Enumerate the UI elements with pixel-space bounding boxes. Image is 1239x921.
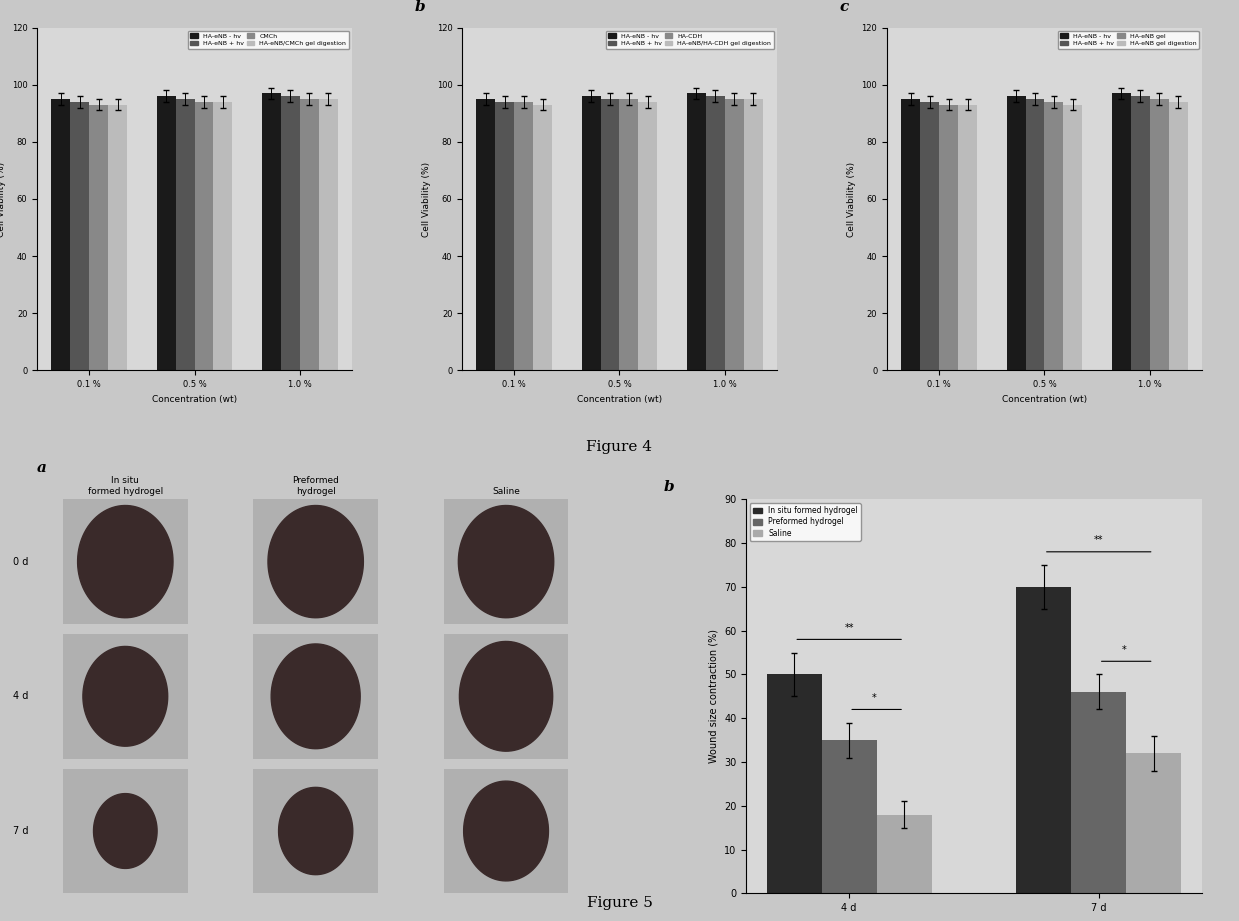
Legend: HA-eNB - hv, HA-eNB + hv, HA-CDH, HA-eNB/HA-CDH gel digestion: HA-eNB - hv, HA-eNB + hv, HA-CDH, HA-eNB… bbox=[606, 30, 774, 49]
Title: Saline: Saline bbox=[492, 486, 520, 495]
Bar bbox=[52, 99, 71, 370]
Bar bbox=[71, 102, 89, 370]
Bar bbox=[318, 99, 338, 370]
Y-axis label: Cell Viability (%): Cell Viability (%) bbox=[847, 161, 856, 237]
Polygon shape bbox=[460, 641, 553, 752]
Bar bbox=[725, 99, 743, 370]
Polygon shape bbox=[458, 506, 554, 618]
Bar bbox=[477, 99, 496, 370]
Title: Preformed
hydrogel: Preformed hydrogel bbox=[292, 476, 339, 495]
X-axis label: Concentration (wt): Concentration (wt) bbox=[152, 394, 237, 403]
Bar bbox=[743, 99, 762, 370]
Polygon shape bbox=[78, 506, 173, 618]
Bar bbox=[1063, 105, 1083, 370]
Bar bbox=[901, 99, 921, 370]
Polygon shape bbox=[83, 647, 167, 746]
Bar bbox=[767, 674, 821, 893]
Polygon shape bbox=[93, 794, 157, 869]
Bar bbox=[533, 105, 553, 370]
Text: Figure 4: Figure 4 bbox=[586, 439, 653, 454]
Bar bbox=[706, 96, 725, 370]
Bar bbox=[195, 102, 213, 370]
Y-axis label: 7 d: 7 d bbox=[12, 826, 28, 836]
Bar bbox=[1026, 99, 1044, 370]
Bar bbox=[1131, 96, 1150, 370]
Legend: In situ formed hydrogel, Preformed hydrogel, Saline: In situ formed hydrogel, Preformed hydro… bbox=[750, 503, 861, 541]
Bar bbox=[1016, 587, 1072, 893]
Bar bbox=[1126, 753, 1181, 893]
Bar bbox=[1006, 96, 1026, 370]
Bar bbox=[176, 99, 195, 370]
Y-axis label: Wound size contraction (%): Wound size contraction (%) bbox=[709, 629, 719, 764]
X-axis label: Concentration (wt): Concentration (wt) bbox=[577, 394, 662, 403]
Bar bbox=[921, 102, 939, 370]
Polygon shape bbox=[279, 787, 353, 875]
Bar bbox=[877, 814, 932, 893]
Bar bbox=[281, 96, 300, 370]
Bar bbox=[821, 740, 877, 893]
Bar bbox=[1072, 692, 1126, 893]
Text: b: b bbox=[415, 0, 425, 14]
Bar bbox=[686, 93, 706, 370]
Bar bbox=[620, 99, 638, 370]
X-axis label: Concentration (wt): Concentration (wt) bbox=[1002, 394, 1087, 403]
Legend: HA-eNB - hv, HA-eNB + hv, CMCh, HA-eNB/CMCh gel digestion: HA-eNB - hv, HA-eNB + hv, CMCh, HA-eNB/C… bbox=[188, 30, 349, 49]
Polygon shape bbox=[271, 644, 361, 749]
Y-axis label: 0 d: 0 d bbox=[12, 556, 28, 566]
Text: c: c bbox=[840, 0, 849, 14]
Text: b: b bbox=[664, 480, 675, 494]
Y-axis label: Cell Viability (%): Cell Viability (%) bbox=[0, 161, 6, 237]
Legend: HA-eNB - hv, HA-eNB + hv, HA-eNB gel, HA-eNB gel digestion: HA-eNB - hv, HA-eNB + hv, HA-eNB gel, HA… bbox=[1058, 30, 1198, 49]
Bar bbox=[156, 96, 176, 370]
Text: **: ** bbox=[845, 623, 854, 633]
Bar bbox=[939, 105, 958, 370]
Bar bbox=[300, 99, 318, 370]
Text: **: ** bbox=[1094, 535, 1104, 545]
Bar bbox=[213, 102, 233, 370]
Text: *: * bbox=[872, 693, 876, 703]
Bar bbox=[1168, 102, 1187, 370]
Bar bbox=[581, 96, 601, 370]
Bar bbox=[1044, 102, 1063, 370]
Bar bbox=[638, 102, 658, 370]
Y-axis label: Cell Viability (%): Cell Viability (%) bbox=[422, 161, 431, 237]
Bar bbox=[1150, 99, 1168, 370]
Bar bbox=[1111, 93, 1131, 370]
Bar bbox=[601, 99, 620, 370]
Title: In situ
formed hydrogel: In situ formed hydrogel bbox=[88, 476, 164, 495]
Bar bbox=[261, 93, 281, 370]
Polygon shape bbox=[268, 506, 363, 618]
Text: a: a bbox=[37, 460, 47, 474]
Y-axis label: 4 d: 4 d bbox=[12, 692, 28, 701]
Bar bbox=[108, 105, 128, 370]
Bar bbox=[514, 102, 533, 370]
Text: Figure 5: Figure 5 bbox=[586, 895, 653, 910]
Bar bbox=[958, 105, 978, 370]
Polygon shape bbox=[463, 781, 549, 880]
Bar bbox=[496, 102, 514, 370]
Bar bbox=[89, 105, 108, 370]
Text: *: * bbox=[1121, 645, 1126, 655]
